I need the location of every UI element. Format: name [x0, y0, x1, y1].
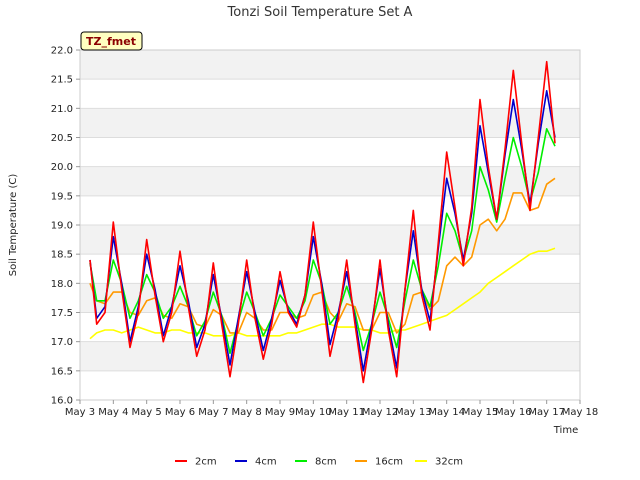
y-tick-label: 20.0	[51, 162, 73, 173]
y-tick-label: 17.0	[51, 337, 73, 348]
legend-label: 4cm	[255, 457, 277, 468]
y-tick-label: 22.0	[51, 46, 73, 57]
series-lines	[89, 60, 556, 384]
grid-band	[80, 225, 580, 255]
legend-label: 16cm	[375, 457, 403, 468]
y-tick-label: 19.0	[51, 221, 73, 232]
y-tick-label: 21.0	[51, 104, 73, 115]
y-tick-label: 18.5	[51, 250, 73, 261]
y-tick-label: 21.5	[51, 75, 73, 86]
x-tick-label: May 11	[328, 407, 365, 418]
series-line-2cm	[89, 60, 556, 384]
grid-band	[80, 312, 580, 342]
y-axis: 16.0 16.5 17.0 17.5 18.0 18.5 19.0 19.5 20.0 20.5…	[51, 46, 80, 407]
y-tick-label: 19.5	[51, 191, 73, 202]
grid-band	[80, 370, 580, 400]
x-tick-label: May 7	[198, 407, 228, 418]
x-tick-label: May 18	[562, 407, 599, 418]
legend-label: 8cm	[315, 457, 337, 468]
x-tick-label: May 13	[395, 407, 432, 418]
site-badge-label: TZ_fmet	[86, 35, 136, 48]
legend-label: 32cm	[435, 457, 463, 468]
grid-band	[80, 50, 580, 80]
site-badge: TZ_fmet	[80, 31, 143, 51]
x-tick-label: May 16	[495, 407, 532, 418]
grid-band	[80, 79, 580, 109]
y-tick-label: 17.5	[51, 308, 73, 319]
chart-title: Tonzi Soil Temperature Set A	[227, 5, 413, 20]
legend-label: 2cm	[195, 457, 217, 468]
x-tick-label: May 10	[295, 407, 332, 418]
x-tick-label: May 12	[362, 407, 399, 418]
x-tick-label: May 17	[528, 407, 565, 418]
grid-band	[80, 254, 580, 284]
x-axis: May 3 May 4 May 5 May 6 May 7 May 8 May 9 May 1…	[65, 400, 598, 418]
grid-band	[80, 195, 580, 225]
grid-bands	[80, 49, 580, 401]
x-axis-title: Time	[553, 425, 578, 436]
grid-band	[80, 166, 580, 196]
y-axis-title: Soil Temperature (C)	[8, 174, 19, 277]
legend: 2cm 4cm 8cm 16cm 32cm	[175, 457, 463, 468]
x-tick-label: May 3	[65, 407, 95, 418]
grid-band	[80, 283, 580, 313]
x-tick-label: May 14	[428, 407, 465, 418]
x-tick-label: May 5	[132, 407, 162, 418]
grid-band	[80, 108, 580, 138]
y-tick-label: 16.0	[51, 396, 73, 407]
x-tick-label: May 15	[462, 407, 499, 418]
y-tick-label: 20.5	[51, 133, 73, 144]
y-tick-label: 16.5	[51, 366, 73, 377]
x-tick-label: May 4	[98, 407, 128, 418]
site-badge-box	[80, 31, 143, 51]
x-tick-label: May 8	[232, 407, 262, 418]
x-tick-label: May 6	[165, 407, 195, 418]
grid-band	[80, 137, 580, 167]
y-tick-label: 18.0	[51, 279, 73, 290]
x-tick-label: May 9	[265, 407, 295, 418]
